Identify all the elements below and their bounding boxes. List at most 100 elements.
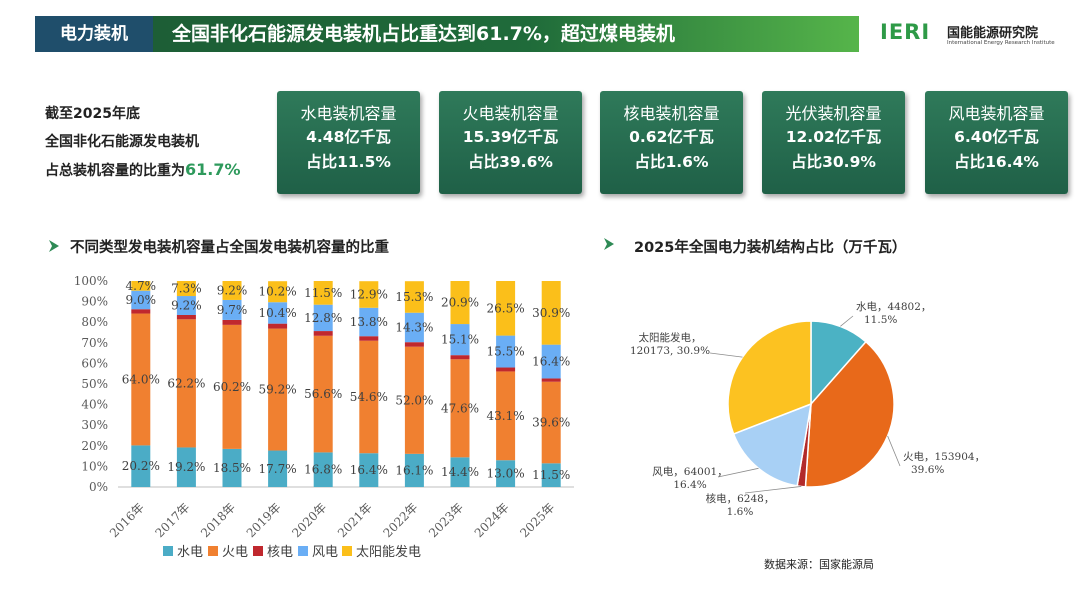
data-label: 18.5% <box>213 461 251 475</box>
pie-chart-title: 2025年全国电力装机结构占比（万千瓦） <box>634 240 907 256</box>
y-tick-label: 20% <box>81 439 108 453</box>
logo-mark: IERI <box>880 20 931 44</box>
bar-segment <box>359 453 379 487</box>
legend-swatch <box>163 546 173 556</box>
data-label: 4.7% <box>126 279 157 293</box>
data-label: 9.2% <box>171 299 202 313</box>
bar-segment <box>131 309 151 314</box>
summary-text: 截至2025年底 全国非化石能源发电装机 占总装机容量的比重为61.7% <box>45 100 241 184</box>
data-label: 17.7% <box>259 462 297 476</box>
legend-label: 火电 <box>222 545 248 560</box>
data-label: 26.5% <box>487 301 525 315</box>
data-source: 数据来源：国家能源局 <box>764 558 874 571</box>
slice-label: 39.6% <box>911 464 944 476</box>
card-share: 占比11.5% <box>306 153 391 171</box>
bar-segment <box>541 463 561 487</box>
bar-segment <box>496 460 516 487</box>
bar-segment <box>222 281 242 300</box>
data-label: 16.4% <box>532 355 570 369</box>
bar-segment <box>496 367 516 372</box>
legend-label: 风电 <box>312 545 338 560</box>
bar-segment <box>131 290 151 310</box>
data-label: 12.8% <box>304 311 342 325</box>
pie-slice <box>804 340 895 488</box>
legend-label: 核电 <box>267 545 293 560</box>
section-arrow-icon <box>49 240 59 252</box>
data-label: 14.4% <box>441 465 479 479</box>
bar-segment <box>222 319 242 325</box>
header-tag-label: 电力装机 <box>60 24 128 44</box>
leader-line <box>840 315 854 327</box>
y-tick-label: 10% <box>81 459 108 473</box>
slice-label: 风电，64001， <box>652 465 727 478</box>
card-title: 核电装机容量 <box>623 104 720 123</box>
card-title: 光伏装机容量 <box>785 104 882 123</box>
bar-segment <box>450 457 470 487</box>
bar-segment <box>359 307 379 337</box>
bar-segment <box>359 340 379 454</box>
legend-swatch <box>298 546 308 556</box>
data-label: 30.9% <box>532 306 570 320</box>
data-label: 59.2% <box>259 383 297 397</box>
data-label: 15.5% <box>487 345 525 359</box>
data-label: 43.1% <box>487 409 525 423</box>
data-label: 13.0% <box>487 467 525 481</box>
slice-label: 太阳能发电， <box>639 331 702 344</box>
bar-segment <box>222 324 242 449</box>
bar-segment <box>496 371 516 461</box>
bar-segment <box>176 314 196 320</box>
card-share: 占比16.4% <box>954 153 1039 171</box>
data-label: 12.9% <box>350 287 388 301</box>
card-value: 0.62亿千瓦 <box>629 128 714 146</box>
bar-segment <box>176 447 196 487</box>
data-label: 15.1% <box>441 333 479 347</box>
y-tick-label: 80% <box>81 315 108 329</box>
y-tick-label: 60% <box>81 356 108 370</box>
bar-segment <box>268 281 288 303</box>
card-title: 风电装机容量 <box>948 104 1045 123</box>
summary-line-3: 占总装机容量的比重为61.7% <box>45 156 241 184</box>
y-tick-label: 40% <box>81 398 108 412</box>
data-label: 7.3% <box>171 282 202 296</box>
data-label: 19.2% <box>167 460 205 474</box>
data-label: 14.3% <box>395 320 433 334</box>
bar-segment <box>450 359 470 458</box>
bar-segment <box>222 448 242 487</box>
summary-line-3-text: 占总装机容量的比重为 <box>45 163 185 179</box>
bar-segment <box>541 281 561 345</box>
data-label: 9.2% <box>217 283 248 297</box>
card-share: 占比30.9% <box>791 153 876 171</box>
data-label: 20.9% <box>441 296 479 310</box>
y-tick-label: 30% <box>81 418 108 432</box>
section-arrow-icon <box>604 238 614 250</box>
card-solar: 光伏装机容量 12.02亿千瓦 占比30.9% <box>762 91 905 194</box>
header-banner: 电力装机 全国非化石能源发电装机占比重达到61.7%，超过煤电装机 <box>35 16 859 52</box>
slice-label: 1.6% <box>727 506 754 518</box>
bar-segment <box>313 452 333 487</box>
y-tick-label: 0% <box>89 480 108 494</box>
bar-segment <box>268 302 288 324</box>
bar-chart-title: 不同类型发电装机容量占全国发电装机容量的比重 <box>70 240 389 256</box>
data-label: 13.8% <box>350 315 388 329</box>
data-label: 16.8% <box>304 463 342 477</box>
card-value: 12.02亿千瓦 <box>785 128 882 146</box>
header-tag: 电力装机 <box>35 16 153 52</box>
bar-segment <box>404 453 424 487</box>
data-label: 39.6% <box>532 416 570 430</box>
bar-segment <box>404 342 424 347</box>
card-nuclear: 核电装机容量 0.62亿千瓦 占比1.6% <box>600 91 743 194</box>
legend-swatch <box>208 546 218 556</box>
data-label: 47.6% <box>441 401 479 415</box>
logo-name: 国能能源研究院 <box>947 26 1039 41</box>
bar-segment <box>313 331 333 336</box>
card-wind: 风电装机容量 6.40亿千瓦 占比16.4% <box>925 91 1068 194</box>
legend-label: 太阳能发电 <box>356 544 421 560</box>
data-label: 20.2% <box>122 459 160 473</box>
bar-segment <box>541 378 561 382</box>
data-label: 52.0% <box>395 393 433 407</box>
card-share: 占比1.6% <box>634 153 709 171</box>
card-value: 6.40亿千瓦 <box>954 128 1039 146</box>
data-label: 62.2% <box>167 376 205 390</box>
leader-line <box>744 486 802 494</box>
